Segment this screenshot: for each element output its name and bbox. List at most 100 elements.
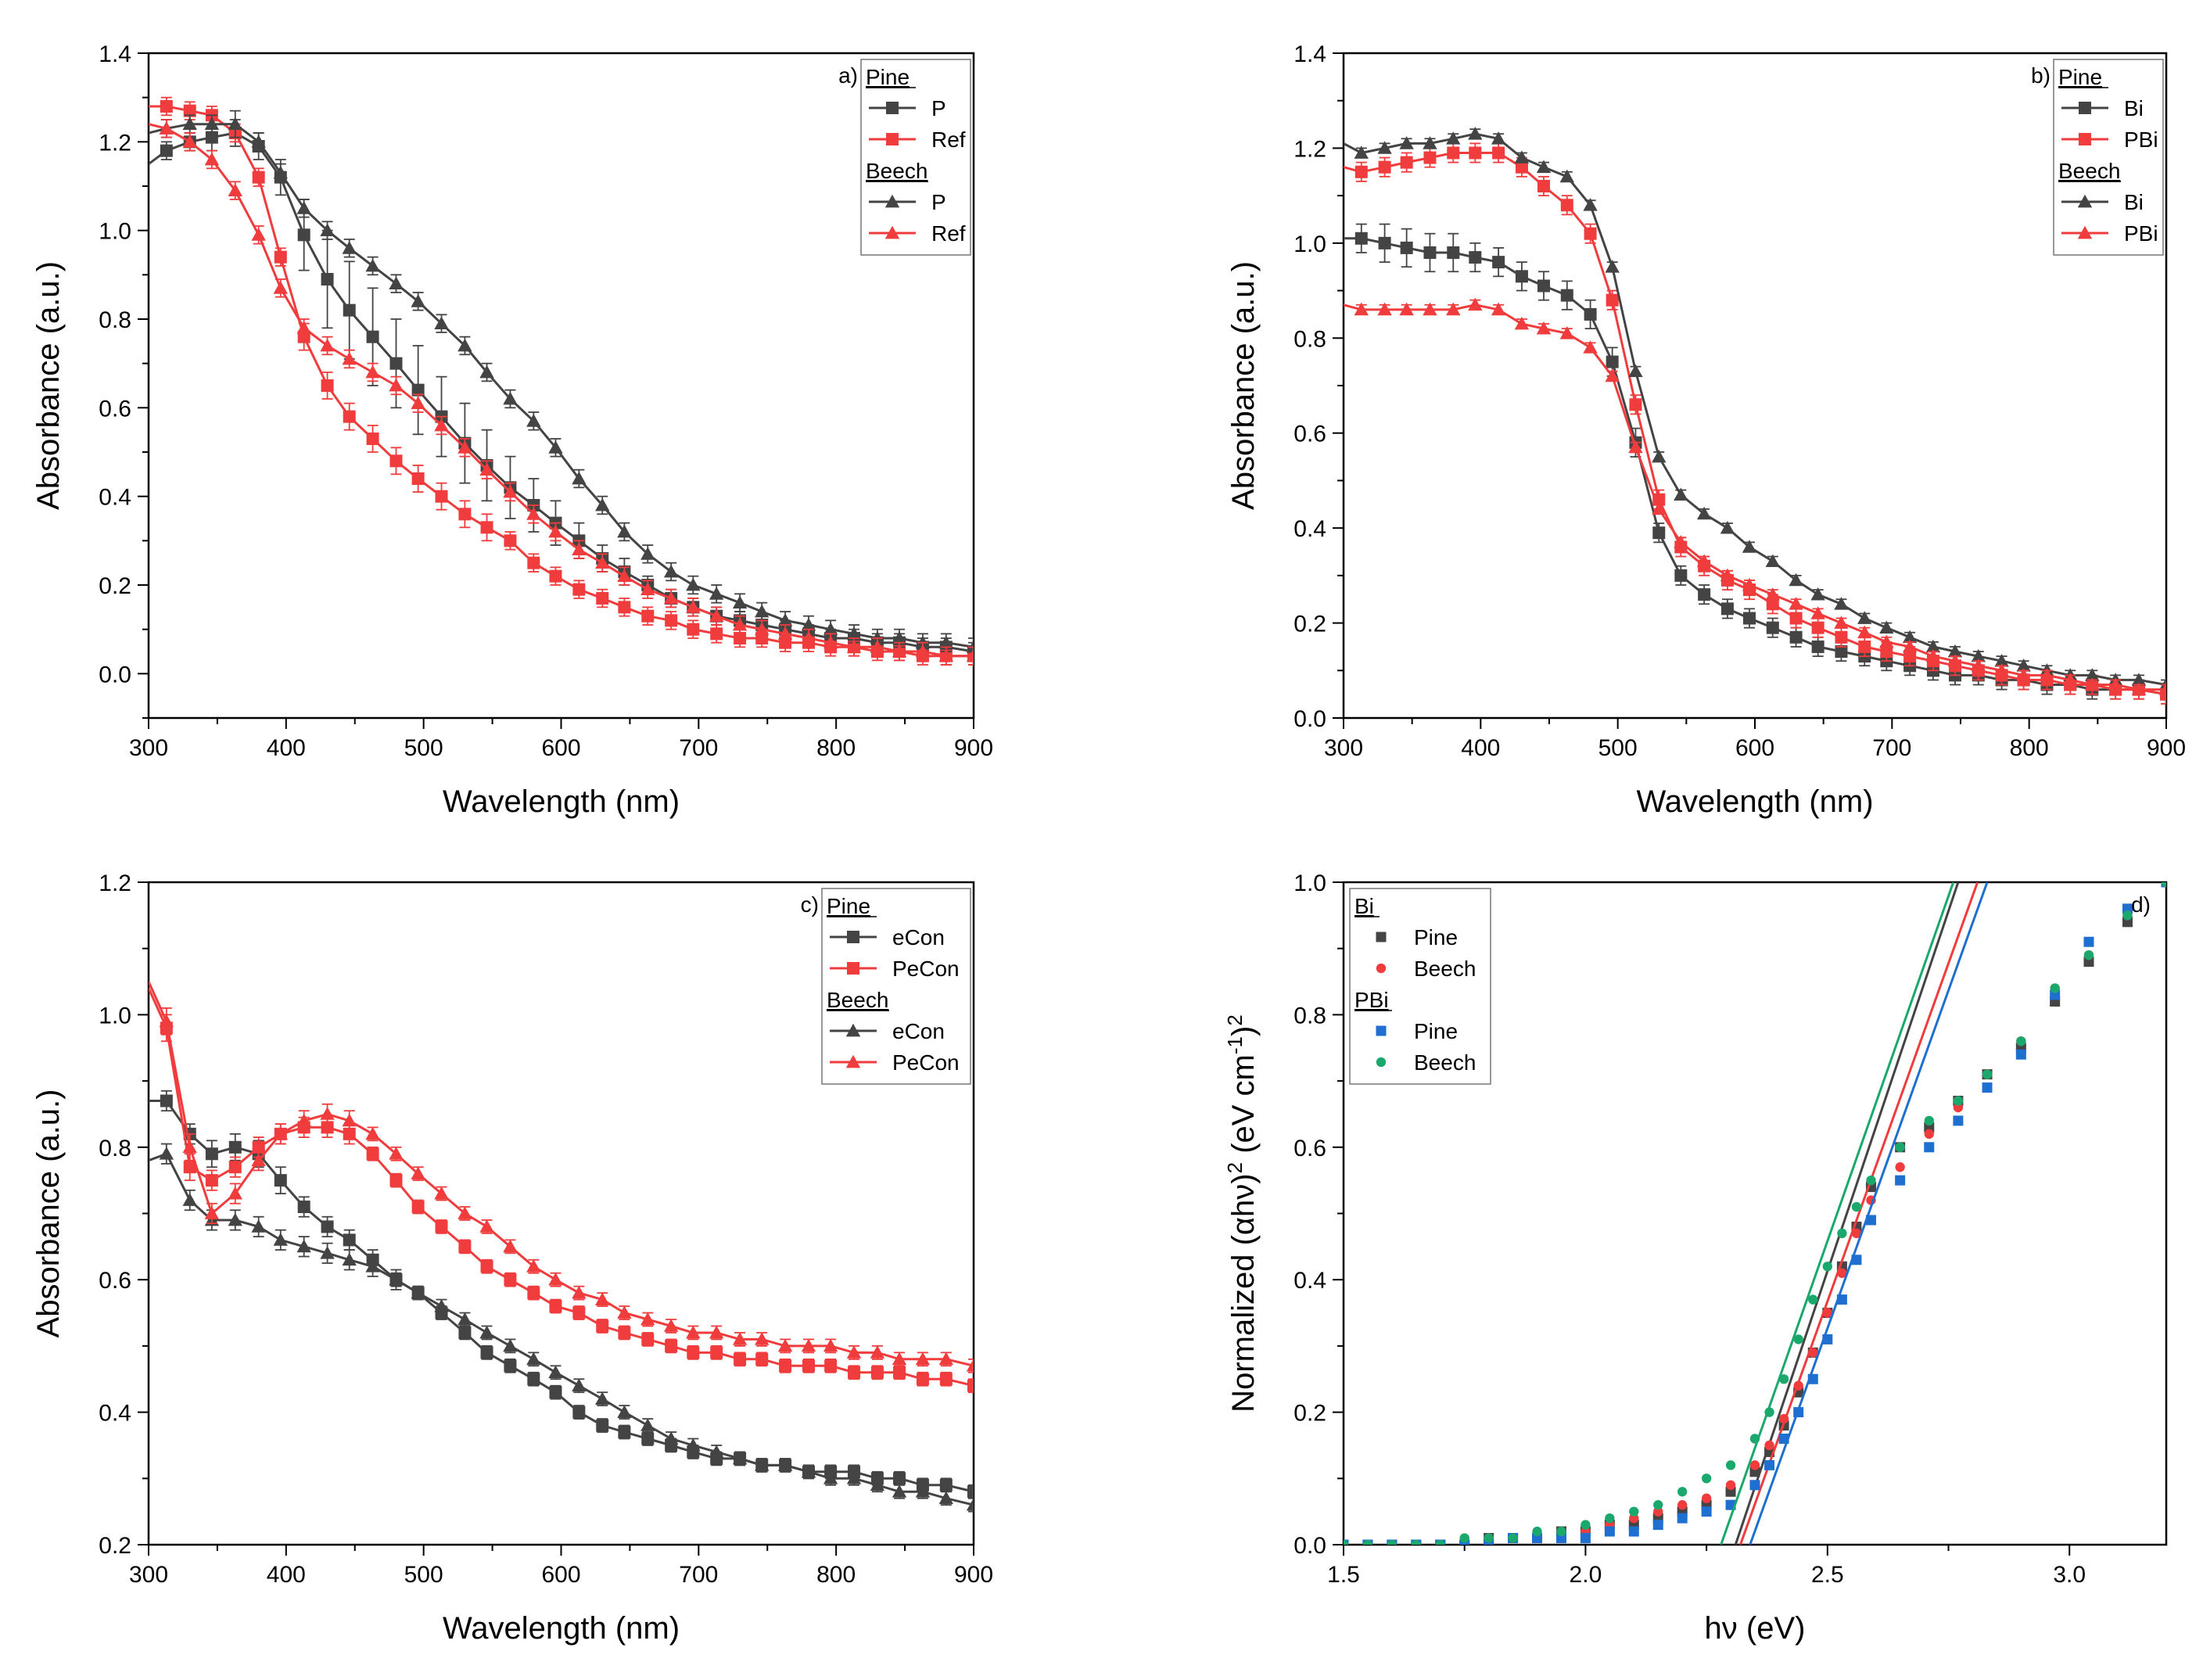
data-point [663, 564, 679, 578]
data-point [618, 601, 631, 614]
data-point [966, 1359, 974, 1372]
data-point [2122, 910, 2133, 921]
data-point [296, 1239, 311, 1253]
data-point [1604, 1526, 1615, 1537]
data-point [1895, 1162, 1905, 1172]
data-point [1677, 1513, 1688, 1524]
data-point [526, 1259, 541, 1273]
data-point [777, 1458, 793, 1471]
data-point [479, 364, 494, 379]
data-point [732, 1332, 748, 1345]
data-point [1605, 368, 1620, 382]
data-point [479, 1325, 494, 1339]
legend-marker [1376, 1025, 1387, 1036]
y-axis-label-part: Normalized (αhν) [1226, 1173, 1261, 1412]
data-point [846, 1471, 862, 1484]
data-point [343, 1233, 356, 1247]
legend-label: eCon [892, 925, 945, 949]
data-point [1537, 180, 1550, 192]
data-point [1677, 1500, 1688, 1510]
data-point [411, 472, 425, 485]
data-point [342, 241, 357, 254]
data-point [1492, 256, 1505, 269]
legend-group-title: Pine [866, 65, 910, 89]
data-point [480, 1346, 493, 1359]
data-point [549, 1386, 562, 1399]
data-point [966, 1497, 974, 1511]
data-point [1469, 251, 1482, 264]
legend-marker [2077, 194, 2093, 208]
series-pine-pbi [1344, 142, 2166, 705]
data-point [823, 1471, 838, 1484]
y-tick-label: 0.6 [1293, 422, 1326, 447]
data-point [617, 569, 632, 583]
y-tick-label: 0.0 [1293, 706, 1326, 732]
y-tick-label: 0.4 [99, 1401, 131, 1427]
data-point [296, 321, 311, 334]
data-point [504, 534, 517, 547]
data-point [686, 1438, 701, 1452]
data-point [1484, 1533, 1494, 1543]
data-point [1925, 648, 1941, 662]
series-beech-bi [1344, 127, 2166, 691]
data-layer [149, 96, 974, 666]
linear-fit-line [1720, 882, 1955, 1545]
y-tick-label: 1.2 [99, 130, 131, 156]
data-point [273, 1126, 288, 1140]
data-point [1344, 1539, 1349, 1545]
data-point [824, 1359, 838, 1373]
data-point [709, 608, 724, 623]
legend-marker [2079, 102, 2091, 114]
legend-marker [1376, 963, 1387, 974]
data-point [182, 1140, 197, 1154]
data-point [1515, 160, 1528, 174]
linear-fit-line [1749, 882, 1989, 1545]
data-point [389, 1147, 404, 1160]
data-point [434, 418, 449, 432]
y-tick-label: 1.0 [99, 1003, 131, 1028]
data-point [617, 1305, 632, 1319]
data-point [1387, 1539, 1398, 1545]
data-point [1696, 554, 1712, 568]
data-point [1766, 598, 1779, 611]
data-layer [1344, 127, 2166, 705]
data-point [846, 626, 862, 640]
data-point [251, 1219, 266, 1233]
y-tick-label: 0.4 [1293, 516, 1326, 542]
data-point [228, 1161, 242, 1174]
data-point [2161, 882, 2166, 888]
data-point [296, 201, 311, 214]
data-point [342, 1252, 357, 1266]
data-point [526, 507, 541, 520]
data-point [1536, 160, 1552, 174]
data-point [572, 542, 587, 556]
data-point [1879, 634, 1894, 648]
data-point [1628, 1526, 1639, 1537]
legend-label: P [931, 96, 946, 120]
data-point [640, 1418, 655, 1431]
data-point [321, 379, 334, 392]
data-point [320, 1107, 335, 1120]
data-point [526, 1352, 541, 1366]
data-point [549, 569, 562, 583]
data-point [1765, 587, 1780, 601]
data-point [2085, 677, 2100, 691]
data-point [1789, 630, 1803, 644]
data-point [915, 1352, 931, 1366]
data-point [204, 1206, 220, 1219]
data-point [1674, 535, 1688, 548]
y-tick-label: 1.4 [99, 41, 131, 67]
data-point [801, 1338, 816, 1352]
data-point [938, 1352, 954, 1366]
data-point [1982, 1069, 1993, 1079]
x-tick-label: 3.0 [2053, 1562, 2086, 1588]
data-point [1399, 302, 1414, 316]
legend-group-title: Pine [827, 894, 870, 918]
data-point [2085, 668, 2100, 681]
data-point [1491, 302, 1506, 316]
y-tick-label: 0.2 [1293, 1401, 1326, 1427]
data-point [1851, 1255, 1862, 1265]
data-point [366, 433, 379, 445]
x-tick-label: 1.5 [1327, 1562, 1360, 1588]
